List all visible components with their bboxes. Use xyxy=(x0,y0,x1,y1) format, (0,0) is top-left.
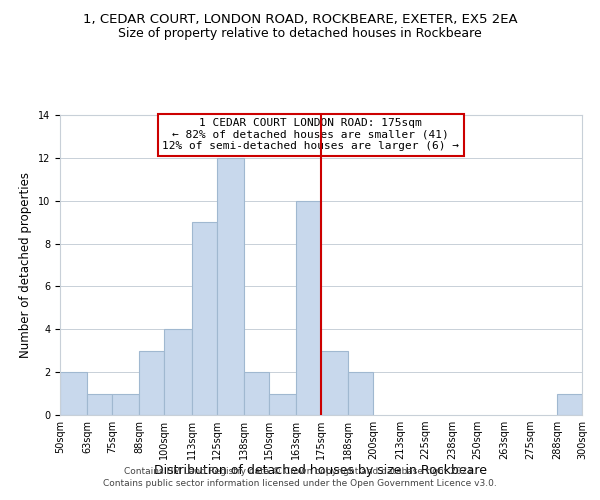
Text: Contains HM Land Registry data © Crown copyright and database right 2024.: Contains HM Land Registry data © Crown c… xyxy=(124,467,476,476)
Bar xyxy=(296,200,321,415)
X-axis label: Distribution of detached houses by size in Rockbeare: Distribution of detached houses by size … xyxy=(155,464,487,476)
Bar xyxy=(244,372,269,415)
Bar xyxy=(87,394,112,415)
Bar xyxy=(557,394,582,415)
Bar xyxy=(348,372,373,415)
Y-axis label: Number of detached properties: Number of detached properties xyxy=(19,172,32,358)
Text: Contains public sector information licensed under the Open Government Licence v3: Contains public sector information licen… xyxy=(103,478,497,488)
Bar xyxy=(321,350,348,415)
Bar xyxy=(217,158,244,415)
Bar xyxy=(269,394,296,415)
Bar xyxy=(139,350,164,415)
Text: Size of property relative to detached houses in Rockbeare: Size of property relative to detached ho… xyxy=(118,28,482,40)
Bar xyxy=(60,372,87,415)
Text: 1 CEDAR COURT LONDON ROAD: 175sqm
← 82% of detached houses are smaller (41)
12% : 1 CEDAR COURT LONDON ROAD: 175sqm ← 82% … xyxy=(162,118,459,151)
Text: 1, CEDAR COURT, LONDON ROAD, ROCKBEARE, EXETER, EX5 2EA: 1, CEDAR COURT, LONDON ROAD, ROCKBEARE, … xyxy=(83,12,517,26)
Bar xyxy=(191,222,217,415)
Bar xyxy=(112,394,139,415)
Bar xyxy=(164,330,191,415)
